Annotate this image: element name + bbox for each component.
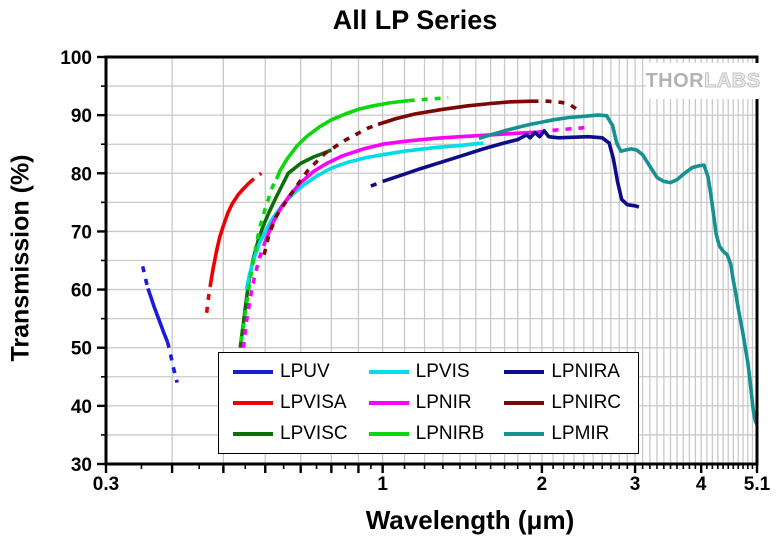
legend-item-lpnir: LPNIR	[361, 389, 497, 417]
y-tick-label: 60	[71, 281, 92, 302]
plot-frame	[104, 55, 759, 466]
legend-label-lpnir: LPNIR	[415, 392, 472, 413]
legend-swatch-lpvisc	[233, 432, 273, 436]
legend-label-lpvis: LPVIS	[415, 361, 470, 382]
x-axis-label-text: Wavelength (μm)	[365, 505, 575, 535]
x-tick-label: 2	[537, 474, 548, 495]
legend-swatch-lpmir	[504, 432, 545, 436]
legend-swatch-lpvisa	[233, 401, 273, 405]
series-LPUV	[146, 287, 170, 343]
y-tick-label: 50	[71, 339, 92, 360]
legend-item-lpnirc: LPNIRC	[496, 389, 632, 417]
series-LPNIRC	[262, 122, 379, 256]
series-LPNIRA	[382, 129, 640, 209]
x-tick-label: 0.3	[93, 474, 119, 495]
y-axis-label: Transmission (%)	[6, 154, 35, 362]
legend-item-lpvis: LPVIS	[361, 358, 497, 386]
legend-item-lpnira: LPNIRA	[496, 358, 632, 386]
y-tick-label: 80	[71, 164, 92, 185]
series-LPNIR	[539, 125, 589, 134]
legend-label-lpnirc: LPNIRC	[551, 392, 622, 413]
legend-swatch-lpuv	[233, 370, 273, 374]
series-LPNIRA	[370, 179, 384, 188]
x-tick-label: 1	[377, 474, 388, 495]
series-LPVISA	[204, 286, 212, 314]
legend-swatch-lpnirc	[504, 401, 545, 405]
series-LPVISA	[248, 171, 263, 184]
series-LPMIR	[478, 113, 759, 426]
series-LPNIR	[263, 130, 540, 242]
series-LPVISA	[208, 181, 251, 287]
thorlabs-watermark: THOR LABS	[645, 63, 761, 99]
series-LPNIRB	[274, 98, 409, 180]
y-tick-label: 100	[60, 48, 92, 69]
legend-item-lpvisc: LPVISC	[225, 420, 361, 448]
x-tick-label: 5.1	[744, 474, 771, 495]
legend-item-lpvisa: LPVISA	[225, 389, 361, 417]
y-tick-label: 90	[71, 106, 92, 127]
series-LPNIRB	[408, 95, 449, 103]
legend: LPUV LPVIS LPNIRA LPVISA LPNIR LPNIRC LPVISC LP…	[218, 352, 639, 454]
legend-swatch-lpnira	[504, 370, 545, 374]
series-LPNIR	[241, 240, 267, 348]
series-LPVIS	[244, 141, 484, 290]
legend-item-lpnirb: LPNIRB	[361, 420, 497, 448]
legend-label-lpvisc: LPVISC	[280, 423, 348, 444]
series-LPNIRC	[532, 99, 578, 111]
legend-swatch-lpvis	[368, 370, 409, 374]
y-tick-label: 70	[71, 222, 92, 243]
chart-title: All LP Series	[332, 5, 498, 35]
legend-label-lpuv: LPUV	[280, 361, 330, 382]
x-tick-label: 3	[630, 474, 641, 495]
series-LPUV	[140, 265, 150, 289]
legend-label-lpnira: LPNIRA	[551, 361, 620, 382]
legend-label-lpnirb: LPNIRB	[415, 423, 485, 444]
y-tick-label: 40	[71, 397, 92, 418]
thorlabs-watermark-labs: LABS	[704, 69, 761, 92]
x-axis-label: Wavelength (μm)	[0, 505, 780, 536]
legend-item-lpuv: LPUV	[225, 358, 361, 386]
legend-swatch-lpnir	[368, 401, 409, 405]
y-tick-label: 30	[71, 455, 92, 476]
legend-label-lpvisa: LPVISA	[280, 392, 347, 413]
legend-swatch-lpnirb	[368, 432, 409, 436]
x-tick-label: 4	[696, 474, 707, 495]
legend-label-lpmir: LPMIR	[551, 423, 610, 444]
series-LPNIRC	[377, 99, 533, 127]
thorlabs-watermark-thor: THOR	[645, 69, 705, 92]
legend-item-lpmir: LPMIR	[496, 420, 632, 448]
